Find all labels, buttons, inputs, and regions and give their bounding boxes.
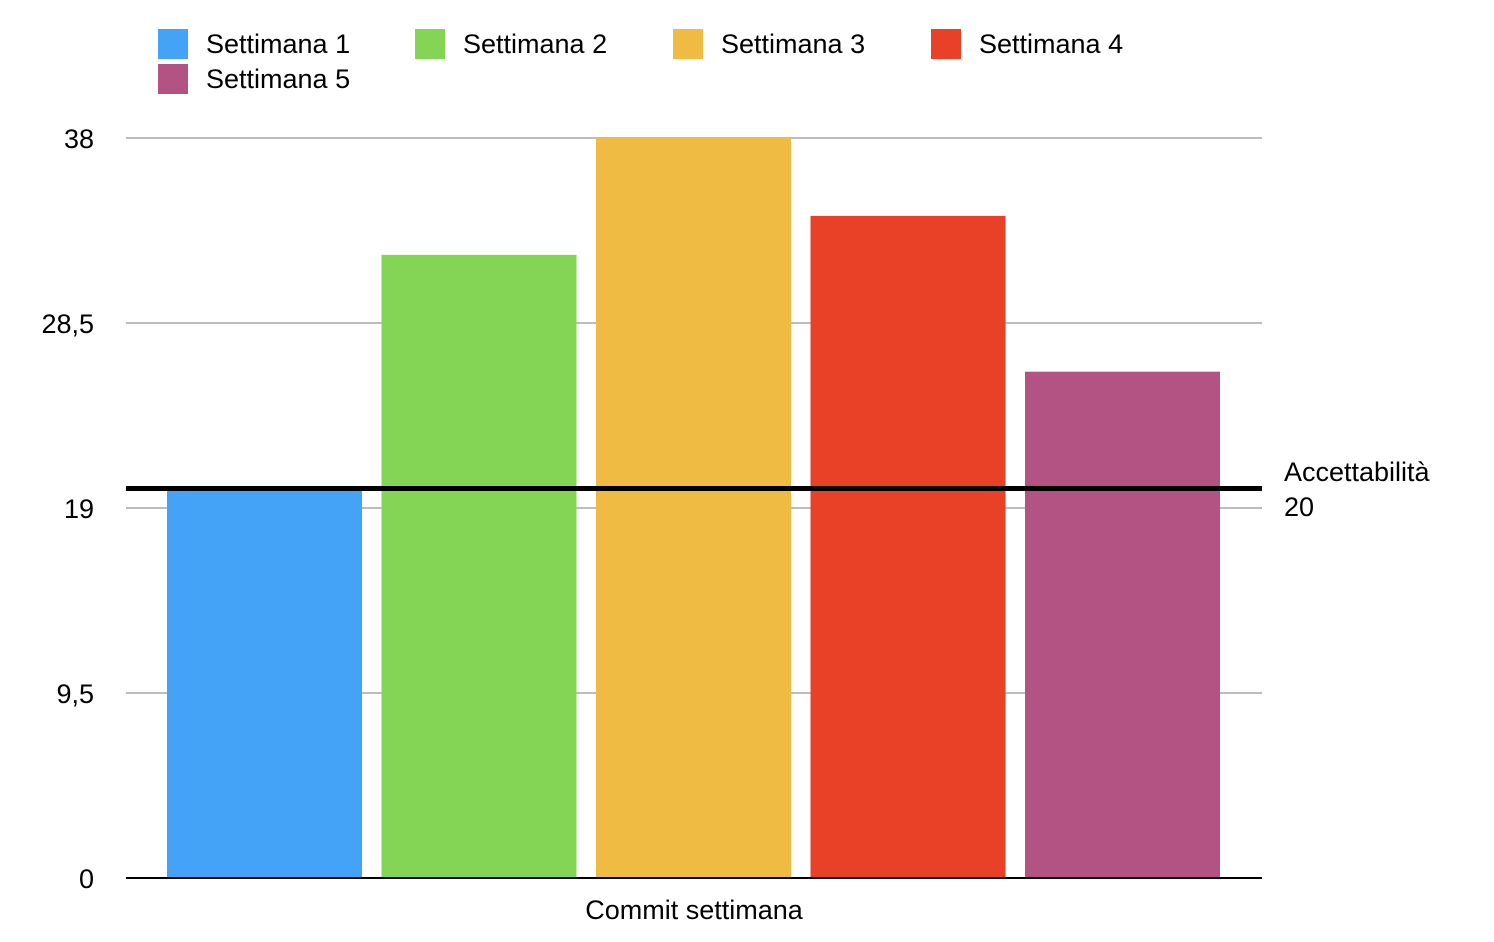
y-tick-label: 0 (79, 864, 94, 894)
bar-settimana-1 (167, 489, 362, 878)
bar-settimana-2 (382, 255, 577, 878)
reference-line-value: 20 (1284, 492, 1314, 522)
y-tick-label: 9,5 (56, 679, 94, 709)
y-tick-label: 28,5 (41, 309, 94, 339)
x-axis: Commit settimana (126, 878, 1262, 925)
y-tick-label: 19 (64, 494, 94, 524)
y-axis-ticks: 0 9,5 19 28,5 38 (41, 124, 94, 894)
bar-settimana-3 (596, 138, 791, 878)
bar-settimana-5 (1025, 372, 1220, 878)
y-tick-label: 38 (64, 124, 94, 154)
bars (167, 138, 1220, 878)
x-axis-label: Commit settimana (585, 895, 804, 925)
reference-line-label: Accettabilità (1284, 457, 1431, 487)
bar-settimana-4 (811, 216, 1006, 878)
